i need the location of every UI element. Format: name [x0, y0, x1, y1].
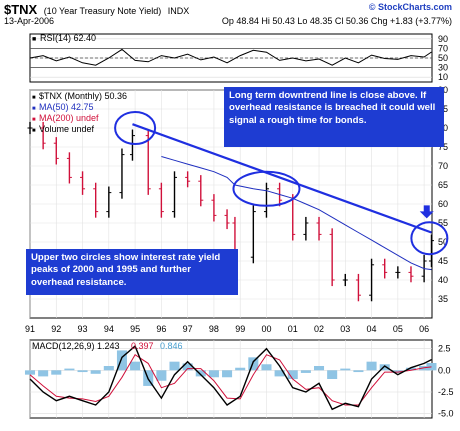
- macd-histogram-bar: [208, 370, 219, 378]
- rsi-tick-label: 10: [438, 72, 448, 82]
- price-legend: MA(200) undef: [39, 113, 99, 123]
- rsi-tick-label: 90: [438, 34, 448, 44]
- macd-histogram-bar: [405, 367, 417, 371]
- rsi-tick-label: 70: [438, 43, 448, 53]
- price-tick-label: 45: [438, 256, 448, 266]
- macd-histogram-bar: [24, 370, 36, 375]
- macd-histogram-bar: [313, 366, 325, 371]
- price-legend-swatch: ■: [32, 128, 36, 134]
- price-tick-label: 35: [438, 294, 448, 304]
- annotation-circles: Upper two circles show interest rate yie…: [26, 249, 238, 295]
- macd-histogram-bar: [116, 350, 127, 371]
- macd-histogram-bar: [169, 361, 180, 371]
- x-tick-label: 03: [340, 324, 350, 334]
- macd-histogram-bar: [235, 367, 246, 371]
- macd-tick-label: 2.5: [438, 344, 451, 354]
- x-tick-label: 94: [104, 324, 114, 334]
- macd-histogram-bar: [287, 370, 298, 379]
- macd-histogram-bar: [353, 370, 364, 373]
- rsi-legend: RSI(14) 62.40: [40, 33, 96, 43]
- macd-histogram-bar: [130, 361, 141, 371]
- price-tick-label: 60: [438, 199, 448, 209]
- x-tick-label: 00: [261, 324, 271, 334]
- x-tick-label: 95: [130, 324, 140, 334]
- price-legend-swatch: ■: [32, 95, 36, 101]
- ma50-line: [161, 156, 432, 271]
- macd-histogram-bar: [261, 364, 272, 371]
- macd-histogram-bar: [222, 370, 233, 378]
- macd-histogram-bar: [327, 370, 338, 379]
- price-legend: MA(50) 42.75: [39, 102, 94, 112]
- peak-circle: [410, 221, 449, 256]
- rsi-line: [29, 48, 432, 66]
- macd-histogram-bar: [379, 364, 390, 371]
- peak-circle: [114, 111, 157, 145]
- macd-tick-label: -5.0: [438, 409, 454, 419]
- rsi-legend-swatch: ■: [32, 36, 36, 43]
- macd-signal-line: [29, 353, 432, 406]
- price-legend-swatch: ■: [32, 117, 36, 123]
- macd-panel: -5.0 -2.5 0.0 2.5 MACD(12,26,9) 1.243 0.397 0.…: [24, 339, 454, 419]
- price-tick-label: 40: [438, 275, 448, 285]
- macd-histogram-bar: [51, 370, 62, 375]
- price-tick-label: 75: [438, 142, 448, 152]
- macd-tick-label: 0.0: [438, 365, 451, 375]
- x-tick-label: 01: [288, 324, 298, 334]
- macd-histogram-bar: [195, 370, 206, 377]
- price-tick-label: 65: [438, 180, 448, 190]
- price-legend: $TNX (Monthly) 50.36: [39, 91, 127, 101]
- macd-histogram-bar: [156, 370, 167, 381]
- macd-tick-label: -2.5: [438, 387, 454, 397]
- price-tick-label: 70: [438, 161, 448, 171]
- x-tick-label: 91: [25, 324, 35, 334]
- exchange: INDX: [167, 6, 190, 16]
- x-axis: 91 92 93 94 95 96 97 98 99 00 01 02 03 04 05 06: [25, 324, 429, 334]
- price-tick-label: 55: [438, 218, 448, 228]
- x-tick-label: 98: [209, 324, 219, 334]
- x-tick-label: 99: [235, 324, 245, 334]
- macd-histogram-bar: [64, 368, 75, 371]
- macd-legend: MACD(12,26,9) 1.243: [32, 341, 120, 351]
- macd-histogram-bar: [248, 357, 259, 371]
- macd-legend: 0.397: [131, 341, 154, 351]
- macd-histogram-bar: [340, 368, 351, 371]
- macd-histogram-bar: [274, 370, 285, 377]
- security-name: (10 Year Treasury Note Yield): [43, 6, 162, 16]
- rsi-tick-label: 50: [438, 53, 448, 63]
- macd-frame: [29, 339, 433, 419]
- macd-legend: 0.846: [160, 341, 183, 351]
- rsi-tick-label: 30: [438, 63, 448, 73]
- macd-histogram-bar: [300, 370, 311, 373]
- x-tick-label: 93: [78, 324, 88, 334]
- macd-histogram-bar: [90, 370, 101, 374]
- macd-histogram-bar: [38, 370, 49, 377]
- x-tick-label: 97: [183, 324, 193, 334]
- downtrend-line: [132, 123, 432, 234]
- annotation-downtrend: Long term downtrend line is close above.…: [224, 87, 444, 147]
- quote-date: 13-Apr-2006: [4, 16, 55, 26]
- macd-histogram-bar: [366, 361, 377, 371]
- down-arrow-icon: [419, 205, 434, 219]
- macd-histogram-bar: [182, 363, 193, 371]
- x-tick-label: 96: [156, 324, 166, 334]
- macd-line: [29, 344, 432, 411]
- price-tick-label: 50: [438, 237, 448, 247]
- symbol: $TNX: [4, 2, 38, 17]
- price-legend: Volume undef: [39, 124, 95, 134]
- x-tick-label: 04: [367, 324, 377, 334]
- copyright: © StockCharts.com: [368, 2, 452, 12]
- macd-histogram-bar: [77, 370, 88, 373]
- x-tick-label: 06: [419, 324, 429, 334]
- price-legend-swatch: ■: [32, 106, 36, 112]
- chart-header: $TNX (10 Year Treasury Note Yield) INDX: [4, 2, 189, 18]
- macd-histogram-bar: [103, 366, 114, 371]
- x-tick-label: 05: [393, 324, 403, 334]
- quote-values: Op 48.84 Hi 50.43 Lo 48.35 Cl 50.36 Chg …: [221, 16, 452, 26]
- x-tick-label: 92: [51, 324, 61, 334]
- x-tick-label: 02: [314, 324, 324, 334]
- peak-circle: [232, 170, 301, 207]
